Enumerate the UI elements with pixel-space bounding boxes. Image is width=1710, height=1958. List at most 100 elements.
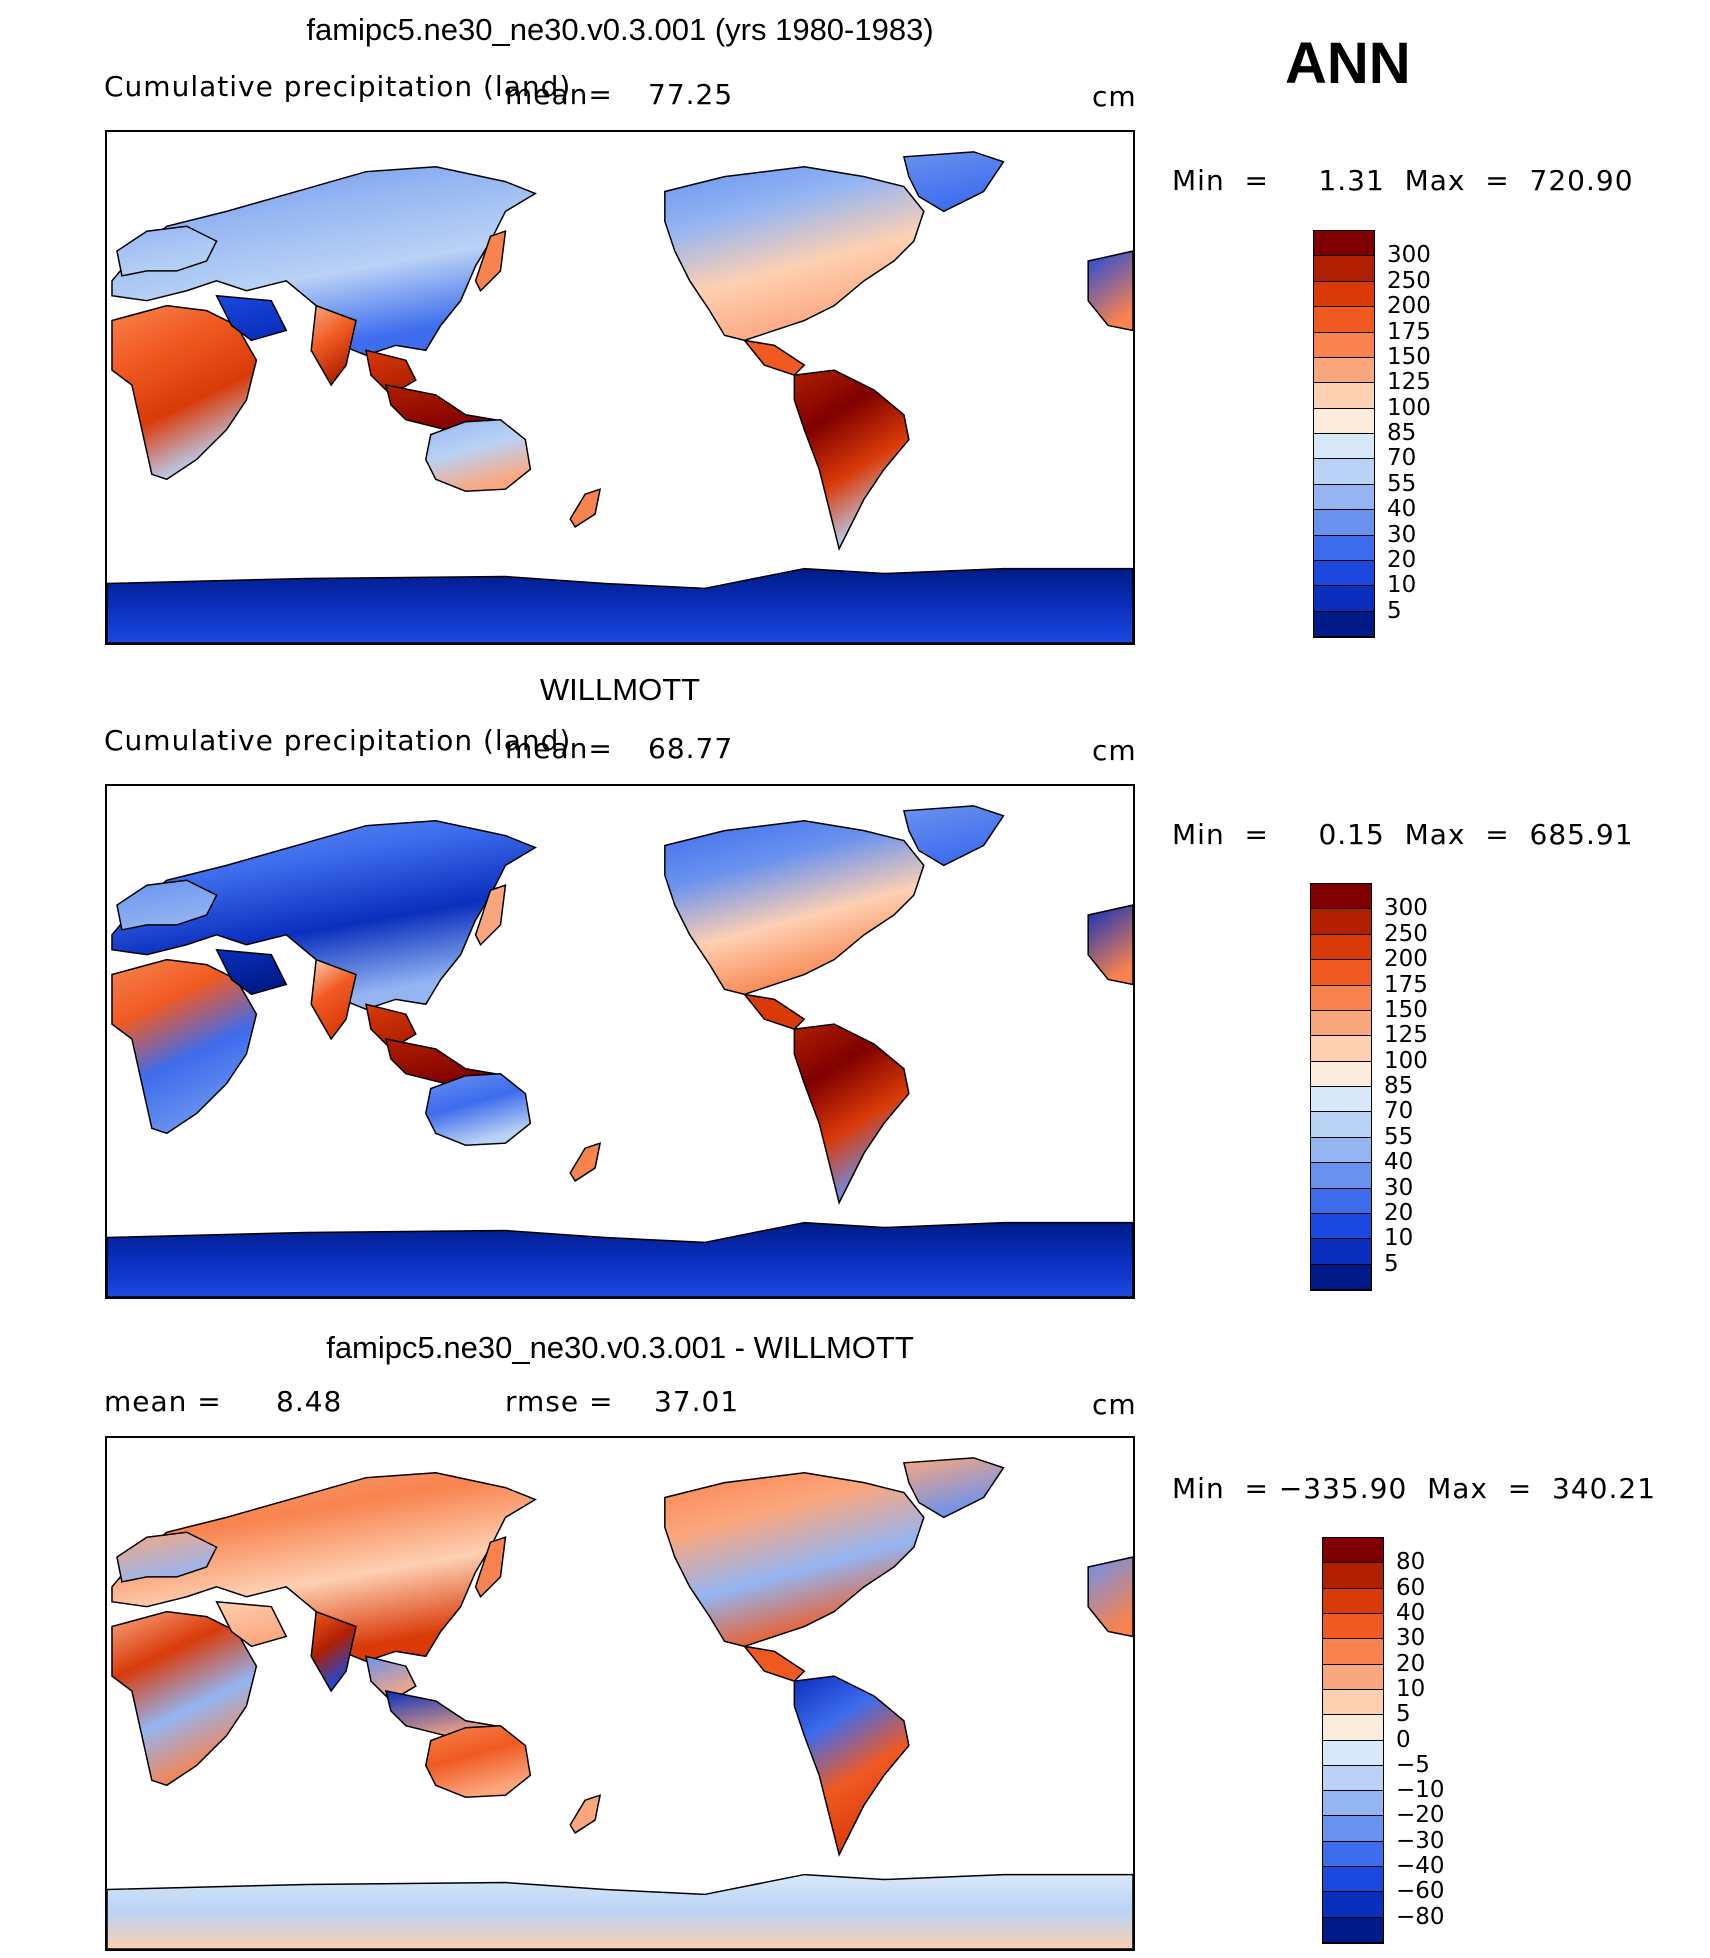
landmass-europe [116,1531,218,1583]
landmass-greenland [902,805,1005,867]
landmass-eurasia [111,165,538,357]
colorbar-swatch [1323,1689,1383,1716]
colorbar-swatch [1311,1087,1371,1113]
colorbar-swatch [1323,1588,1383,1614]
colorbar-swatch [1314,357,1374,384]
colorbar-tick-label: 70 [1387,445,1417,472]
colorbar-tick-label: 20 [1396,1650,1426,1677]
colorbar-tick-label: 10 [1384,1225,1414,1252]
colorbar-tick-label: 100 [1387,394,1431,421]
colorbar-swatch [1314,611,1374,637]
colorbar-tick-label: 30 [1396,1625,1426,1652]
colorbar-swatch [1311,934,1371,961]
colorbar-swatch [1323,1664,1383,1690]
colorbar-swatch [1311,1010,1371,1037]
colorbar-swatch [1314,408,1374,434]
colorbar-tick-label: 40 [1387,496,1417,523]
landmass-europe [116,225,218,277]
colorbar-swatch [1314,256,1374,282]
landmass-eurasia [111,1471,538,1663]
landmass-europe [116,879,218,931]
landmass-westafrica [1087,1556,1133,1638]
landmass-camerica [742,993,806,1030]
panel2-map [105,784,1135,1299]
panel2-mean-value: 68.77 [648,732,734,765]
landmass-australia [424,1072,532,1146]
landmass-japan [474,230,507,293]
colorbar-swatch [1311,1061,1371,1087]
colorbar-swatch [1311,985,1371,1011]
colorbar-tick-label: 85 [1384,1073,1414,1099]
landmass-samerica [793,1023,910,1205]
panel1-map [105,130,1135,645]
panel2-colorbar [1310,883,1372,1291]
colorbar-tick-label: 40 [1396,1599,1426,1626]
panel1-minmax: Min = 1.31 Max = 720.90 [1172,164,1634,197]
colorbar-swatch [1314,281,1374,308]
colorbar-swatch [1311,1188,1371,1214]
landmass-india [310,1610,357,1693]
colorbar-tick-label: 20 [1384,1199,1414,1226]
landmass-africa [111,304,258,481]
colorbar-swatch [1314,383,1374,409]
colorbar-tick-label: 200 [1384,946,1428,973]
colorbar-tick-label: −80 [1396,1903,1445,1930]
colorbar-swatch [1323,1613,1383,1640]
landmass-camerica [742,339,806,376]
colorbar-swatch [1323,1538,1383,1564]
colorbar-swatch [1323,1917,1383,1943]
panel3-rmse-label: rmse = [505,1385,614,1418]
colorbar-tick-label: 5 [1387,597,1402,624]
colorbar-tick-label: 175 [1384,971,1428,998]
landmass-seasia [365,349,417,396]
colorbar-swatch [1314,510,1374,536]
colorbar-tick-label: 40 [1384,1149,1414,1176]
colorbar-swatch [1311,1137,1371,1164]
landmass-samerica [793,1675,910,1857]
colorbar-tick-label: −40 [1396,1853,1445,1880]
colorbar-swatch [1314,231,1374,257]
season-label: ANN [1285,31,1411,96]
panel1-variable-label: Cumulative precipitation (land) [104,70,572,103]
colorbar-tick-label: 300 [1387,242,1431,269]
landmass-namerica [664,819,925,996]
colorbar-tick-label: 0 [1396,1726,1411,1753]
panel3-mean-label: mean = [104,1385,222,1418]
panel1-mean-label: mean= [505,78,613,111]
colorbar-tick-label: 125 [1384,1022,1428,1049]
landmass-samerica [793,369,910,551]
colorbar-tick-label: 10 [1396,1675,1426,1702]
panel1-units: cm [1092,80,1137,113]
landmass-japan [474,1536,507,1599]
colorbar-swatch [1314,332,1374,358]
colorbar-tick-label: 30 [1387,521,1417,548]
landmass-australia [424,1724,532,1798]
landmass-africa [111,958,258,1135]
panel3-units: cm [1092,1388,1137,1421]
colorbar-tick-label: 5 [1384,1250,1399,1277]
landmass-africa [111,1610,258,1787]
colorbar-tick-label: 20 [1387,546,1417,573]
panel3-colorbar [1322,1537,1384,1944]
colorbar-swatch [1311,960,1371,986]
panel1-colorbar [1313,230,1375,638]
landmass-arabia [215,294,288,342]
panel3-rmse-value: 37.01 [654,1385,740,1418]
landmass-arabia [215,948,288,996]
colorbar-swatch [1323,1765,1383,1792]
colorbar-tick-label: 60 [1396,1574,1426,1601]
colorbar-tick-label: 100 [1384,1047,1428,1074]
colorbar-swatch [1314,484,1374,511]
colorbar-swatch [1314,560,1374,587]
colorbar-swatch [1314,586,1374,612]
colorbar-tick-label: 85 [1387,420,1417,446]
colorbar-swatch [1314,535,1374,561]
landmass-nz [569,488,602,528]
landmass-westafrica [1087,904,1133,986]
colorbar-tick-label: 150 [1387,343,1431,370]
colorbar-tick-label: 150 [1384,996,1428,1023]
landmass-antarctica [107,567,1133,643]
colorbar-swatch [1323,1791,1383,1817]
colorbar-tick-label: 55 [1387,470,1417,497]
landmass-namerica [664,165,925,342]
